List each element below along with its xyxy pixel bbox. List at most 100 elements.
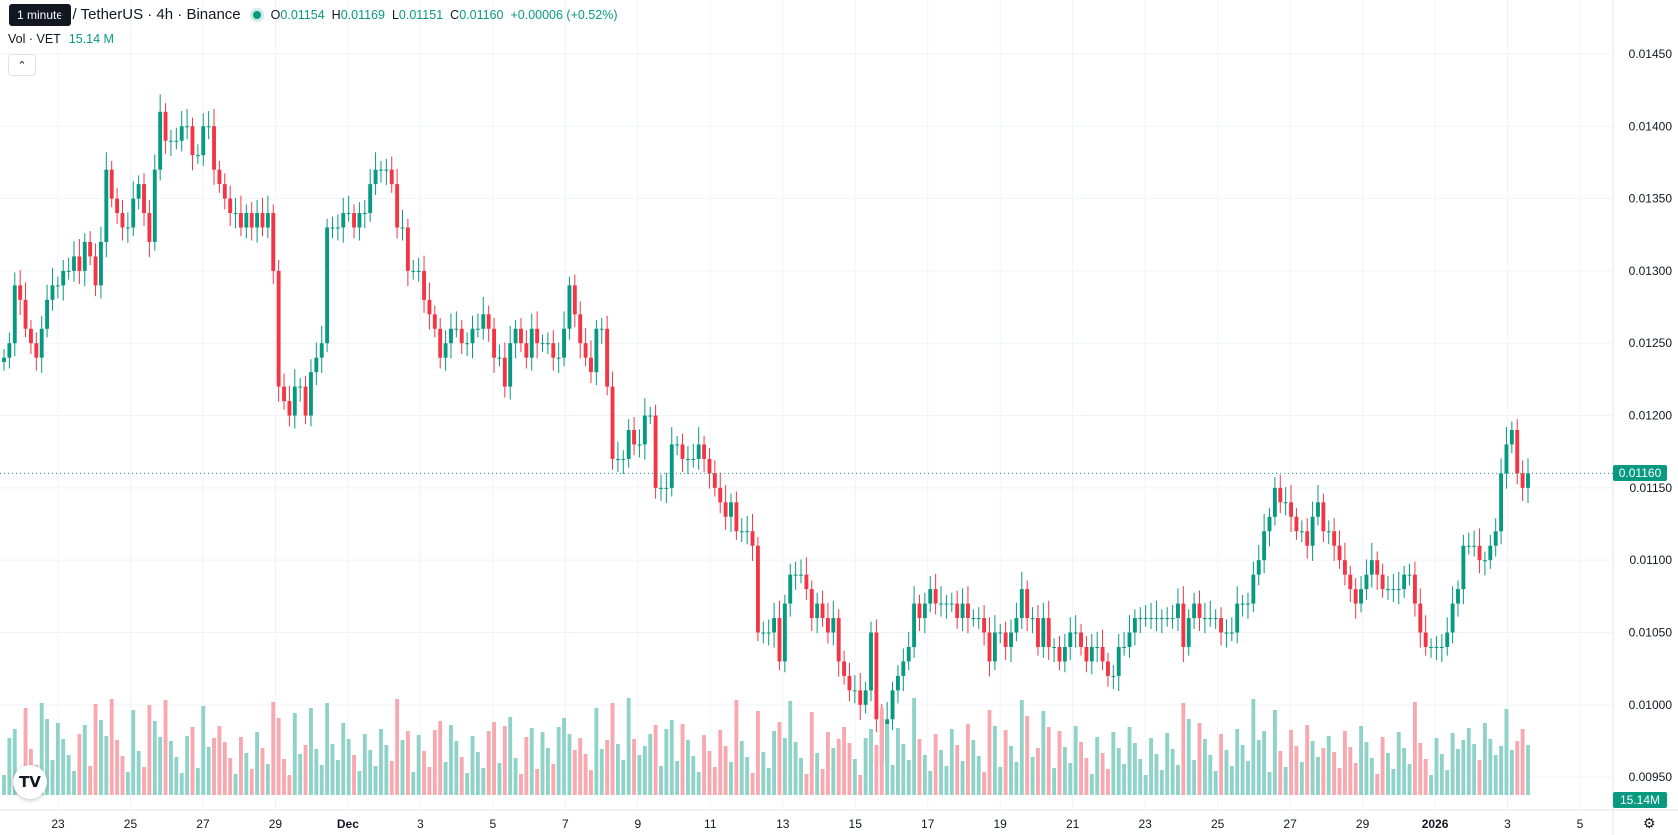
candle-body xyxy=(739,531,744,533)
price-tick-label: 0.01000 xyxy=(1629,698,1673,712)
volume-bar xyxy=(1423,759,1428,795)
candle-body xyxy=(1213,618,1218,620)
volume-bar xyxy=(1439,754,1444,795)
volume-bar xyxy=(879,708,884,795)
candle-body xyxy=(675,444,680,446)
candle-body xyxy=(809,589,814,619)
candle-body xyxy=(45,299,50,329)
volume-bar xyxy=(524,737,529,795)
volume-bar xyxy=(1100,753,1105,795)
candle-body xyxy=(50,285,55,300)
volume-bar xyxy=(1326,736,1331,795)
candle-body xyxy=(578,314,583,344)
tradingview-logo[interactable]: TV xyxy=(13,765,47,799)
volume-bar xyxy=(955,745,960,795)
volume-bar xyxy=(1240,745,1245,795)
volume-bar xyxy=(1359,726,1363,795)
volume-bar xyxy=(637,755,642,795)
volume-bar xyxy=(405,731,410,795)
volume-legend[interactable]: Vol · VET 15.14 M xyxy=(8,32,114,46)
price-tick-label: 0.01050 xyxy=(1629,626,1673,640)
candle-body xyxy=(1359,589,1363,604)
candle-body xyxy=(1445,632,1450,647)
volume-bar xyxy=(1493,755,1498,795)
candle-body xyxy=(470,328,475,344)
candle-body xyxy=(1235,603,1240,633)
volume-bar xyxy=(519,774,523,795)
volume-bar xyxy=(136,751,141,795)
volume-bar xyxy=(890,765,895,795)
volume-bar xyxy=(675,761,680,795)
candle-body xyxy=(702,444,707,459)
candle-body xyxy=(362,213,367,215)
volume-bar xyxy=(782,738,787,795)
candle-body xyxy=(23,299,28,329)
candle-body xyxy=(594,328,599,373)
volume-bar xyxy=(1170,749,1175,795)
volume-bar xyxy=(933,734,938,795)
candle-body xyxy=(93,256,98,286)
volume-bar xyxy=(1062,747,1067,795)
volume-bar xyxy=(998,767,1003,795)
candle-body xyxy=(976,618,981,620)
volume-bar xyxy=(739,741,744,795)
volume-bar xyxy=(815,753,820,795)
volume-bar xyxy=(1316,757,1320,795)
volume-bar xyxy=(1181,703,1186,795)
collapse-legend-button[interactable]: ⌃ xyxy=(8,54,36,76)
candle-body xyxy=(513,328,518,344)
candle-body xyxy=(1170,618,1175,620)
volume-bar xyxy=(605,740,610,795)
candle-body xyxy=(422,270,426,300)
open-value: O0.01154 xyxy=(270,7,325,22)
candle-body xyxy=(492,328,496,358)
candle-body xyxy=(998,632,1003,634)
candle-body xyxy=(34,343,39,358)
volume-bar xyxy=(1407,764,1412,795)
volume-bar xyxy=(545,748,550,795)
candle-body xyxy=(400,227,405,229)
volume-bar xyxy=(1386,753,1390,795)
volume-bar xyxy=(653,725,658,795)
candle-body xyxy=(1434,646,1439,648)
candle-body xyxy=(152,169,157,242)
candle-body xyxy=(831,618,836,633)
volume-bar xyxy=(761,752,766,795)
volume-bar xyxy=(179,773,184,795)
candle-body xyxy=(1256,560,1261,575)
volume-bar xyxy=(459,757,464,795)
price-tick-label: 0.01300 xyxy=(1629,264,1673,278)
candle-body xyxy=(1353,589,1358,604)
candle-body xyxy=(1418,603,1423,633)
volume-bar xyxy=(1009,746,1013,795)
candle-body xyxy=(427,299,432,315)
candle-body xyxy=(319,343,324,358)
candle-body xyxy=(960,603,965,619)
candle-body xyxy=(971,618,976,620)
time-tick-label: 15 xyxy=(849,817,863,831)
last-volume-tag: 15.14M xyxy=(1613,792,1667,808)
candle-body xyxy=(341,213,346,228)
candle-body xyxy=(772,618,777,633)
timeframe-tooltip: 1 minute xyxy=(9,4,72,26)
candle-body xyxy=(664,487,669,489)
candle-body xyxy=(1176,603,1180,619)
candle-body xyxy=(438,328,443,358)
candle-body xyxy=(1116,646,1121,676)
candle-body xyxy=(966,603,970,619)
gear-icon[interactable]: ⚙ xyxy=(1643,815,1656,831)
candle-body xyxy=(804,574,809,590)
volume-bar xyxy=(55,723,60,795)
volume-bar xyxy=(1321,748,1326,795)
volume-bar xyxy=(793,742,798,795)
candle-body xyxy=(352,213,356,228)
volume-bar xyxy=(863,738,868,795)
candle-body xyxy=(1019,589,1024,619)
symbol-title[interactable]: n / TetherUS · 4h · Binance xyxy=(60,6,241,23)
candle-body xyxy=(1240,603,1245,605)
candle-body xyxy=(1520,473,1525,488)
candle-body xyxy=(55,285,60,287)
volume-bar xyxy=(368,750,373,795)
candle-body xyxy=(529,328,534,358)
